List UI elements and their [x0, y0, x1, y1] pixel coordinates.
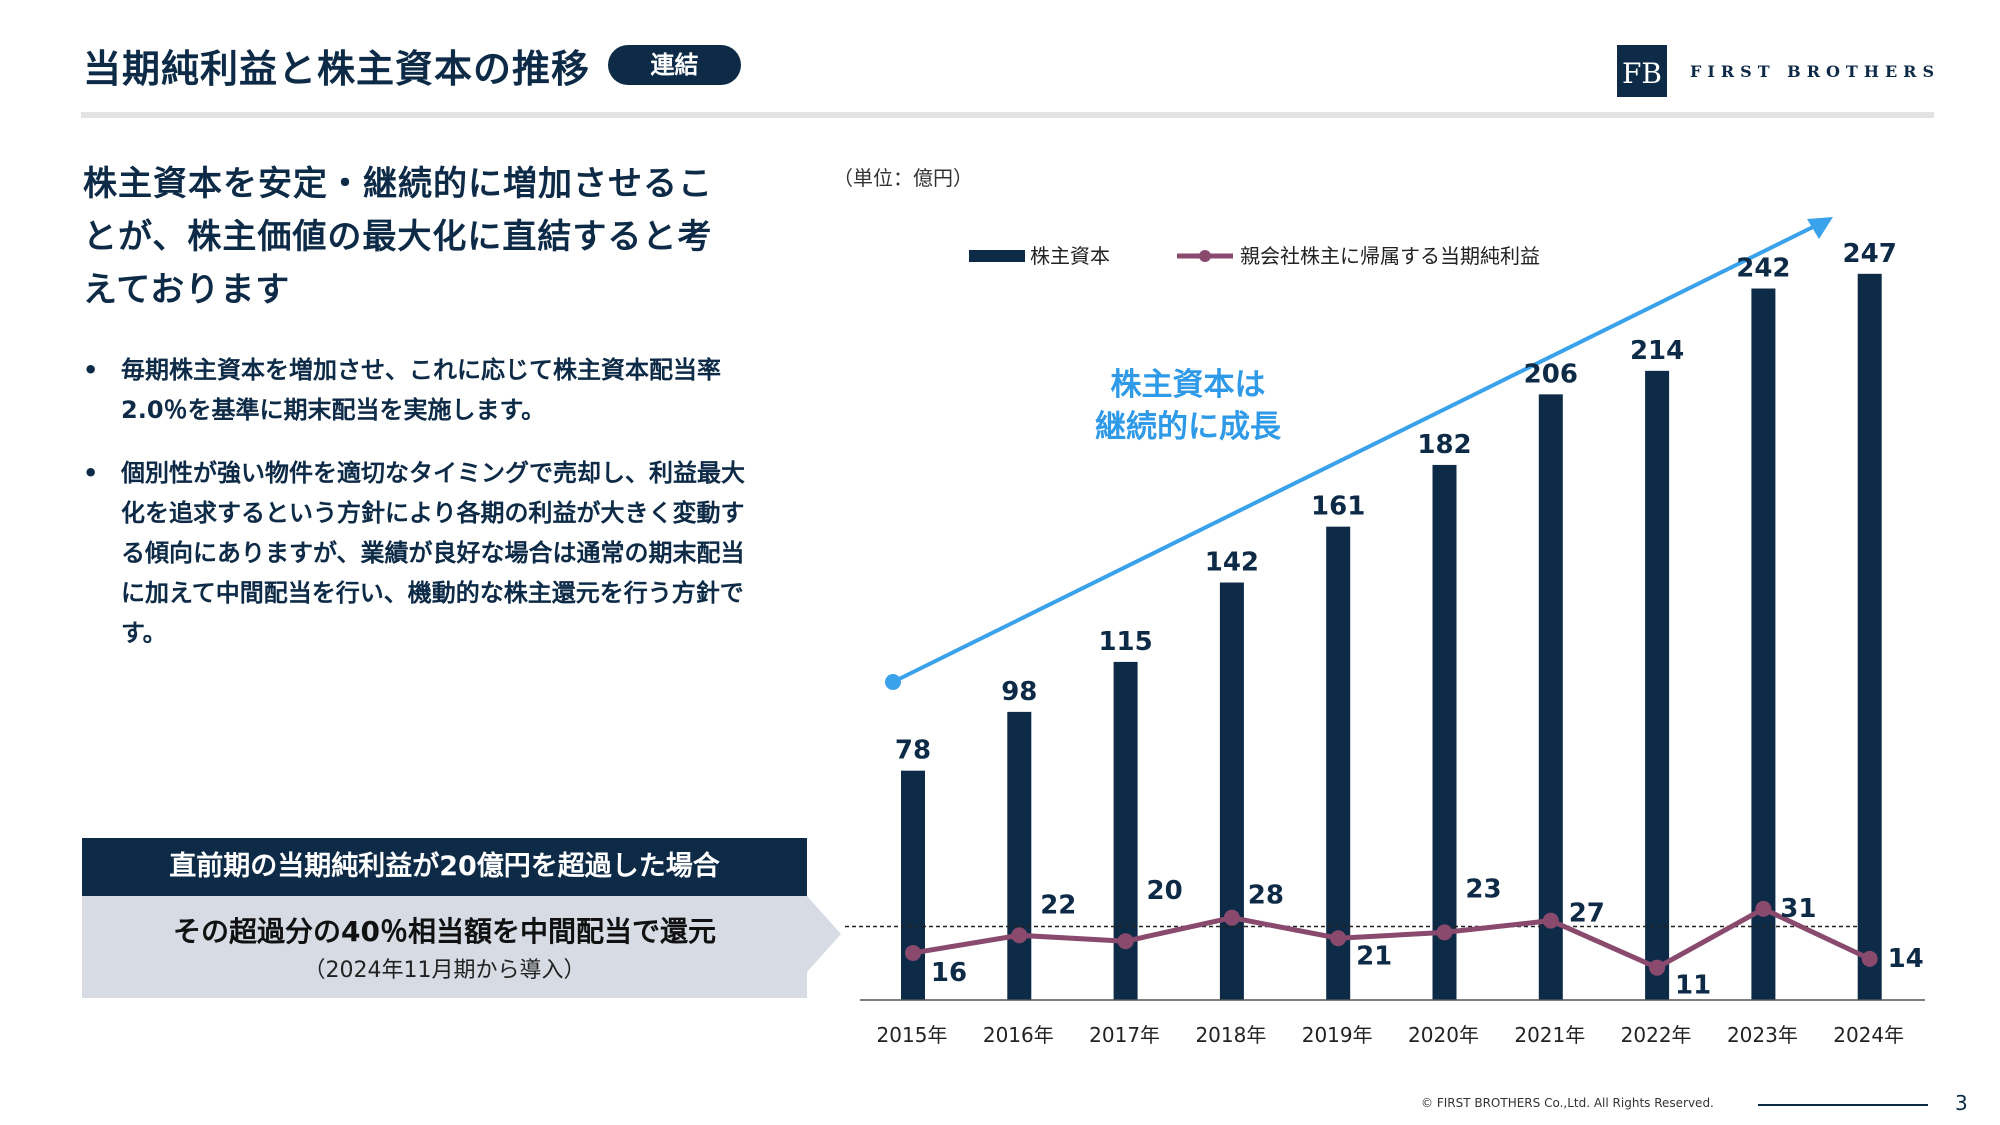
equity-bar	[1219, 582, 1244, 1000]
profit-point-label: 16	[931, 958, 967, 988]
growth-annotation-line1: 株主資本は	[1111, 367, 1266, 403]
trend-arrow-start-dot	[885, 674, 901, 690]
equity-bar	[1751, 288, 1776, 1000]
legend-line-label: 親会社株主に帰属する当期純利益	[1240, 244, 1540, 268]
equity-bar	[1432, 464, 1457, 1000]
copyright: © FIRST BROTHERS Co.,Ltd. All Rights Res…	[1421, 1096, 1714, 1110]
legend-line-marker	[1199, 250, 1211, 262]
company-logo-icon: FB	[1617, 45, 1667, 97]
callout-main-text: その超過分の40％相当額を中間配当で還元	[173, 915, 716, 948]
x-tick-label: 2018年	[1195, 1023, 1266, 1047]
equity-bar-label: 247	[1843, 239, 1897, 269]
logo-mark: FB	[1622, 57, 1662, 90]
equity-bar	[1007, 711, 1032, 1000]
growth-annotation-line2: 継続的に成長	[1095, 409, 1282, 445]
profit-point	[1649, 959, 1666, 976]
profit-point	[1861, 950, 1878, 967]
equity-bar	[1857, 273, 1882, 1000]
callout-header: 直前期の当期純利益が20億円を超過した場合	[82, 838, 807, 896]
equity-bar-label: 214	[1630, 336, 1684, 366]
profit-point-label: 11	[1675, 971, 1711, 1001]
bullet-dot-icon: •	[83, 356, 99, 384]
profit-point-label: 31	[1780, 894, 1816, 924]
equity-bar-label: 115	[1098, 627, 1152, 657]
equity-bar	[1113, 661, 1138, 1000]
bullet-list: • 毎期株主資本を増加させ、これに応じて株主資本配当率2.0％を基準に期末配当を…	[83, 350, 763, 676]
bullet-item-2: • 個別性が強い物件を適切なタイミングで売却し、利益最大化を追求するという方針に…	[83, 453, 763, 653]
profit-point	[1117, 933, 1134, 950]
legend-bar-label: 株主資本	[1030, 244, 1110, 268]
profit-point	[1330, 930, 1347, 947]
profit-point-label: 21	[1356, 941, 1392, 971]
bullet-item-1: • 毎期株主資本を増加させ、これに応じて株主資本配当率2.0％を基準に期末配当を…	[83, 350, 763, 430]
callout-body: その超過分の40％相当額を中間配当で還元 （2024年11月期から導入）	[82, 896, 807, 998]
callout-sub-text: （2024年11月期から導入）	[303, 958, 586, 983]
equity-bar-label: 161	[1311, 492, 1365, 522]
x-tick-label: 2017年	[1089, 1023, 1160, 1047]
equity-bar	[1326, 526, 1351, 1000]
bullet-text-1: 毎期株主資本を増加させ、これに応じて株主資本配当率2.0％を基準に期末配当を実施…	[121, 356, 721, 424]
equity-bar-label: 98	[1001, 677, 1037, 707]
profit-point	[1011, 927, 1028, 944]
profit-point-label: 23	[1465, 874, 1501, 904]
equity-bar	[1538, 394, 1563, 1000]
equity-bar-label: 242	[1736, 254, 1790, 284]
profit-point	[1755, 900, 1772, 917]
x-tick-label: 2021年	[1514, 1023, 1585, 1047]
profit-point	[905, 944, 921, 961]
x-tick-label: 2024年	[1833, 1023, 1904, 1047]
x-tick-label: 2022年	[1621, 1023, 1692, 1047]
profit-point	[1223, 909, 1240, 926]
brand-name: FIRST BROTHERS	[1690, 62, 1940, 81]
x-tick-label: 2019年	[1302, 1023, 1373, 1047]
consolidated-badge: 連結	[608, 45, 741, 85]
x-tick-label: 2020年	[1408, 1023, 1479, 1047]
headline: 株主資本を安定・継続的に増加させることが、株主価値の最大化に直結すると考えており…	[83, 164, 713, 310]
equity-bar-label: 142	[1205, 548, 1259, 578]
equity-bar	[901, 770, 925, 1000]
profit-point	[1542, 912, 1559, 929]
bullet-text-2: 個別性が強い物件を適切なタイミングで売却し、利益最大化を追求するという方針により…	[121, 459, 745, 647]
x-tick-label: 2023年	[1727, 1023, 1798, 1047]
trend-arrow-line	[892, 222, 1820, 684]
profit-point-label: 14	[1888, 944, 1924, 974]
profit-point	[1436, 924, 1453, 941]
equity-bar-label: 182	[1417, 430, 1471, 460]
profit-line	[912, 906, 1871, 971]
footer-divider	[1758, 1104, 1928, 1106]
chart-unit-label: （単位：億円）	[833, 166, 973, 190]
profit-point-label: 22	[1040, 890, 1076, 920]
bullet-dot-icon: •	[83, 459, 99, 487]
profit-point-label: 28	[1248, 881, 1284, 911]
callout-pointer-icon	[807, 896, 841, 972]
equity-bar	[1645, 370, 1670, 1001]
page-title: 当期純利益と株主資本の推移	[83, 47, 591, 91]
equity-bar-label: 206	[1524, 359, 1578, 389]
profit-point-label: 20	[1147, 876, 1183, 906]
page-number: 3	[1955, 1091, 1968, 1115]
x-tick-label: 2016年	[983, 1023, 1054, 1047]
x-tick-label: 2015年	[877, 1023, 948, 1047]
trend-arrow-head-icon	[1807, 217, 1833, 239]
legend-bar-swatch	[969, 250, 1025, 262]
header-divider	[81, 112, 1934, 118]
equity-bar-label: 78	[895, 736, 931, 766]
profit-point-label: 27	[1569, 899, 1605, 929]
